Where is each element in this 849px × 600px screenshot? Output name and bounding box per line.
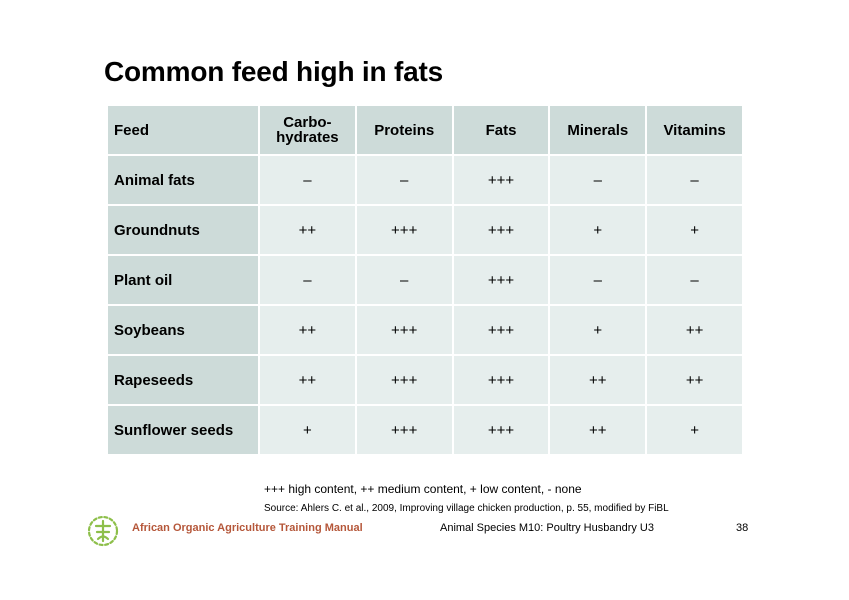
table-row: Animal fats – – +++ – –	[106, 154, 744, 206]
table-cell: +++	[354, 404, 454, 456]
table-cell: –	[258, 254, 357, 306]
table-cell: ++	[645, 304, 744, 356]
header-fats: Fats	[451, 104, 551, 156]
header-feed: Feed	[106, 104, 260, 156]
table-cell: +	[645, 404, 744, 456]
table-header-row: Feed Carbo- hydrates Proteins Fats Miner…	[106, 104, 744, 156]
table-cell: ++	[548, 404, 648, 456]
row-label: Soybeans	[106, 304, 260, 356]
footer-manual-title: African Organic Agriculture Training Man…	[132, 522, 363, 534]
table-cell: +++	[451, 354, 551, 406]
table-cell: +++	[354, 304, 454, 356]
source-citation: Source: Ahlers C. et al., 2009, Improvin…	[264, 503, 669, 514]
table-cell: +++	[451, 154, 551, 206]
table-cell: –	[354, 154, 454, 206]
header-minerals: Minerals	[548, 104, 648, 156]
table-row: Rapeseeds ++ +++ +++ ++ ++	[106, 354, 744, 406]
table-cell: ++	[645, 354, 744, 406]
table-cell: +	[645, 204, 744, 256]
table-cell: –	[258, 154, 357, 206]
slide-title: Common feed high in fats	[104, 56, 443, 87]
header-vitamins: Vitamins	[645, 104, 744, 156]
table-cell: –	[354, 254, 454, 306]
table-cell: +++	[451, 304, 551, 356]
content-legend: +++ high content, ++ medium content, + l…	[264, 482, 582, 496]
table-row: Plant oil – – +++ – –	[106, 254, 744, 306]
row-label: Sunflower seeds	[106, 404, 260, 456]
row-label: Plant oil	[106, 254, 260, 306]
feed-nutrient-table: Feed Carbo- hydrates Proteins Fats Miner…	[106, 104, 744, 456]
table-cell: ++	[258, 354, 357, 406]
header-carbohydrates: Carbo- hydrates	[258, 104, 357, 156]
table-cell: –	[645, 154, 744, 206]
table-cell: –	[548, 254, 648, 306]
table-cell: +	[548, 304, 648, 356]
row-label: Rapeseeds	[106, 354, 260, 406]
table-cell: ++	[548, 354, 648, 406]
table-cell: ++	[258, 204, 357, 256]
footer-module: Animal Species M10: Poultry Husbandry U3	[440, 522, 654, 534]
organic-agriculture-logo-icon	[84, 512, 122, 550]
row-label: Animal fats	[106, 154, 260, 206]
table-cell: ++	[258, 304, 357, 356]
table-row: Soybeans ++ +++ +++ + ++	[106, 304, 744, 356]
table-cell: –	[548, 154, 648, 206]
row-label: Groundnuts	[106, 204, 260, 256]
table-cell: +++	[354, 354, 454, 406]
table-row: Groundnuts ++ +++ +++ + +	[106, 204, 744, 256]
table-cell: –	[645, 254, 744, 306]
page-number: 38	[736, 522, 749, 534]
table-cell: +	[548, 204, 648, 256]
header-proteins: Proteins	[354, 104, 454, 156]
table-cell: +++	[451, 254, 551, 306]
table-cell: +++	[451, 404, 551, 456]
table-cell: +++	[451, 204, 551, 256]
table-cell: +	[258, 404, 357, 456]
table-cell: +++	[354, 204, 454, 256]
table-row: Sunflower seeds + +++ +++ ++ +	[106, 404, 744, 456]
